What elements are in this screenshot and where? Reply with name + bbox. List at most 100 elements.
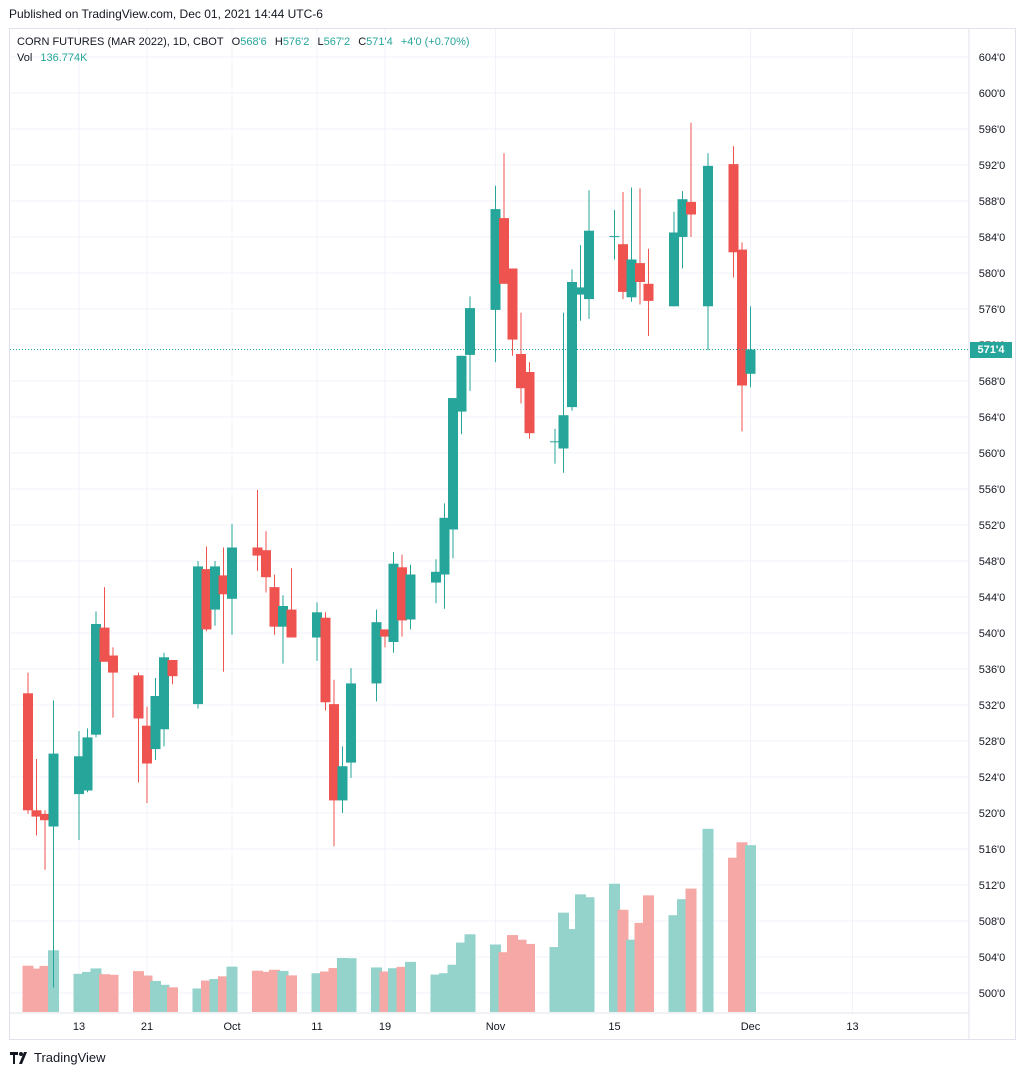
candle-body [23, 693, 33, 811]
candle [550, 428, 560, 464]
candle [456, 355, 467, 435]
candle [210, 561, 220, 626]
y-tick-label: 540'0 [979, 628, 1006, 640]
candle [261, 531, 271, 593]
candle-body [210, 566, 220, 610]
candle [626, 187, 637, 302]
volume-bar [218, 976, 229, 1012]
time-axis: 13 21 Oct 11 19 Nov 15 Dec 13 [73, 1021, 859, 1033]
candle [499, 153, 509, 284]
candle [201, 546, 212, 632]
volume-bar [583, 897, 595, 1012]
candle-body [193, 566, 203, 705]
chart-frame[interactable] [9, 28, 1016, 1040]
candle-body [499, 218, 509, 284]
volume-bar [609, 883, 620, 1012]
volume-bar [439, 973, 450, 1012]
y-tick-label: 520'0 [979, 808, 1006, 820]
legend-symbol: CORN FUTURES (MAR 2022), 1D, CBOT [17, 36, 224, 48]
candle [507, 268, 518, 356]
candle-body [516, 354, 526, 389]
volume-bar [685, 888, 697, 1012]
volume-bar [22, 965, 34, 1012]
y-tick-label: 528'0 [979, 736, 1006, 748]
candle-body [456, 355, 467, 412]
volume-bar [328, 968, 340, 1012]
candle-body [609, 236, 620, 238]
y-tick-label: 604'0 [979, 52, 1006, 64]
volume-bar [99, 974, 110, 1012]
volume-bar [269, 969, 280, 1012]
candles [23, 122, 756, 988]
candle [108, 647, 118, 718]
candle-body [150, 696, 161, 750]
candle-body [320, 617, 331, 703]
candle [346, 668, 356, 778]
candle-body [728, 164, 739, 253]
volume-bar [634, 922, 646, 1012]
candle [609, 210, 620, 260]
candle-body [643, 283, 654, 301]
candle [448, 398, 458, 559]
candle-body [405, 574, 416, 620]
chart-legend: CORN FUTURES (MAR 2022), 1D, CBOT O568'6… [17, 34, 475, 66]
legend-change: +4'0 (+0.70%) [400, 36, 470, 48]
published-line: Published on TradingView.com, Dec 01, 20… [9, 7, 323, 21]
volume-bar [388, 968, 399, 1012]
volume-bar [736, 842, 748, 1012]
candle-body [269, 587, 280, 627]
candle-body [703, 165, 713, 307]
candle [312, 602, 322, 661]
volume-bar [677, 899, 688, 1012]
candle [490, 185, 501, 363]
candle-body [142, 725, 152, 764]
candle-body [567, 282, 577, 408]
legend-low: 567'2 [323, 36, 351, 48]
candle [31, 759, 42, 836]
y-tick-label: 584'0 [979, 232, 1006, 244]
volume-bar [345, 958, 357, 1012]
y-tick-label: 548'0 [979, 556, 1006, 568]
candle [286, 568, 297, 638]
x-tick-label: 11 [311, 1021, 322, 1033]
candle [133, 672, 144, 783]
candle-body [584, 230, 594, 300]
volume-bar [252, 970, 263, 1012]
volume-bar [379, 971, 391, 1012]
volume-bar [260, 971, 272, 1012]
y-tick-label: 556'0 [979, 484, 1006, 496]
volume-bar [39, 965, 51, 1012]
candle-body [507, 268, 518, 340]
candle [388, 552, 399, 653]
volume-bar [566, 929, 578, 1012]
x-tick-label: 19 [379, 1021, 391, 1033]
candle-body [286, 609, 297, 638]
candle-body [74, 756, 84, 795]
y-tick-label: 576'0 [979, 304, 1006, 316]
legend-low-label: L [317, 36, 324, 48]
volume-bar [456, 942, 467, 1012]
candle-body [550, 441, 560, 443]
volume-bar [320, 971, 331, 1012]
candle [737, 242, 747, 432]
candle-body [524, 372, 535, 434]
candle-body [40, 813, 50, 821]
volume-bar [73, 973, 85, 1012]
y-tick-label: 500'0 [979, 988, 1006, 1000]
volume-bar [643, 895, 654, 1012]
candle-body [99, 627, 110, 662]
x-tick-label: Dec [741, 1021, 761, 1033]
candle-body [575, 287, 586, 295]
candle [524, 362, 535, 439]
y-tick-label: 596'0 [979, 124, 1006, 136]
candle-body [626, 259, 637, 298]
y-tick-label: 516'0 [979, 844, 1006, 856]
candle [635, 188, 645, 305]
footer-brand: TradingView [10, 1050, 106, 1065]
y-tick-label: 564'0 [979, 412, 1006, 424]
last-price-tag: 571'4 [970, 341, 1012, 358]
candle [584, 190, 594, 319]
candle-body [686, 201, 696, 215]
y-tick-label: 592'0 [979, 160, 1006, 172]
